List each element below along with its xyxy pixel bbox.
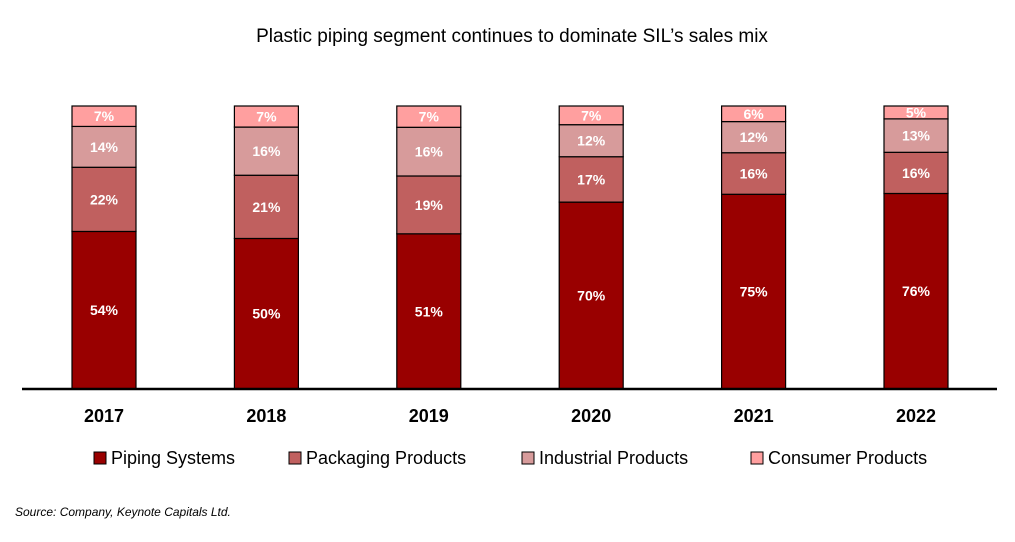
data-label: 16%: [740, 166, 769, 182]
data-label: 51%: [415, 303, 444, 319]
legend-swatch: [93, 451, 107, 465]
legend-swatch: [750, 451, 764, 465]
legend-label: Consumer Products: [768, 448, 927, 468]
data-label: 5%: [906, 104, 927, 120]
bar-segment-piping-systems-2017: [71, 230, 137, 390]
chart-title: Plastic piping segment continues to domi…: [256, 26, 768, 47]
bar-segment-piping-systems-2019: [396, 233, 462, 390]
x-tick-label: 2018: [246, 406, 286, 426]
data-label: 75%: [740, 284, 769, 300]
data-label: 70%: [577, 288, 606, 304]
bar-segment-piping-systems-2020: [558, 201, 624, 390]
x-tick-label: 2019: [409, 406, 449, 426]
source-note: Source: Company, Keynote Capitals Ltd.: [15, 505, 231, 519]
bars-group: 54% 22% 14% 7% 50% 21% 16% 7% 51% 19% 16% 7% 70% 17% 1…: [71, 104, 949, 390]
x-tick-label: 2017: [84, 406, 124, 426]
data-label: 22%: [90, 191, 119, 207]
data-label: 19%: [415, 197, 444, 213]
bar-segment-packaging-products-2017: [71, 166, 137, 233]
data-label: 7%: [419, 109, 440, 125]
data-label: 7%: [581, 107, 602, 123]
bar-segment-packaging-products-2019: [396, 175, 462, 235]
data-label: 50%: [252, 306, 281, 322]
bar-segment-consumer-products-2019: [396, 105, 462, 128]
data-label: 7%: [256, 109, 277, 125]
bar-segment-consumer-products-2022: [883, 105, 949, 120]
bar-segment-packaging-products-2018: [233, 174, 299, 240]
data-label: 54%: [90, 302, 119, 318]
legend-label: Industrial Products: [539, 448, 688, 468]
data-label: 21%: [252, 199, 281, 215]
bar-segment-industrial-products-2022: [883, 118, 949, 153]
data-label: 17%: [577, 171, 606, 187]
data-label: 16%: [902, 165, 931, 181]
bar-segment-packaging-products-2022: [883, 151, 949, 195]
x-tick-label: 2020: [571, 406, 611, 426]
bar-segment-packaging-products-2021: [720, 152, 787, 195]
data-label: 16%: [252, 143, 281, 159]
bar-segment-consumer-products-2020: [558, 105, 624, 126]
data-label: 12%: [740, 129, 769, 145]
x-tick-labels: 2017 2018 2019 2020 2021 2022: [84, 406, 936, 426]
bar-segment-industrial-products-2021: [720, 120, 787, 154]
bar-segment-industrial-products-2020: [558, 124, 624, 158]
bar-segment-industrial-products-2018: [233, 126, 299, 176]
bar-segment-consumer-products-2018: [233, 105, 299, 128]
x-tick-label: 2021: [734, 406, 774, 426]
bar-segment-consumer-products-2021: [720, 105, 787, 123]
data-label: 12%: [577, 133, 606, 149]
x-tick-label: 2022: [896, 406, 936, 426]
legend-swatch: [288, 451, 302, 465]
data-label: 16%: [415, 144, 444, 160]
data-label: 6%: [743, 106, 764, 122]
data-label: 7%: [94, 108, 115, 124]
legend-label: Piping Systems: [111, 448, 235, 468]
legend-swatch: [521, 451, 535, 465]
legend-label: Packaging Products: [306, 448, 466, 468]
data-label: 76%: [902, 283, 931, 299]
bar-segment-consumer-products-2017: [71, 105, 137, 128]
data-label: 13%: [902, 128, 931, 144]
legend: Piping Systems Packaging Products Industri…: [93, 448, 927, 468]
data-label: 14%: [90, 139, 119, 155]
